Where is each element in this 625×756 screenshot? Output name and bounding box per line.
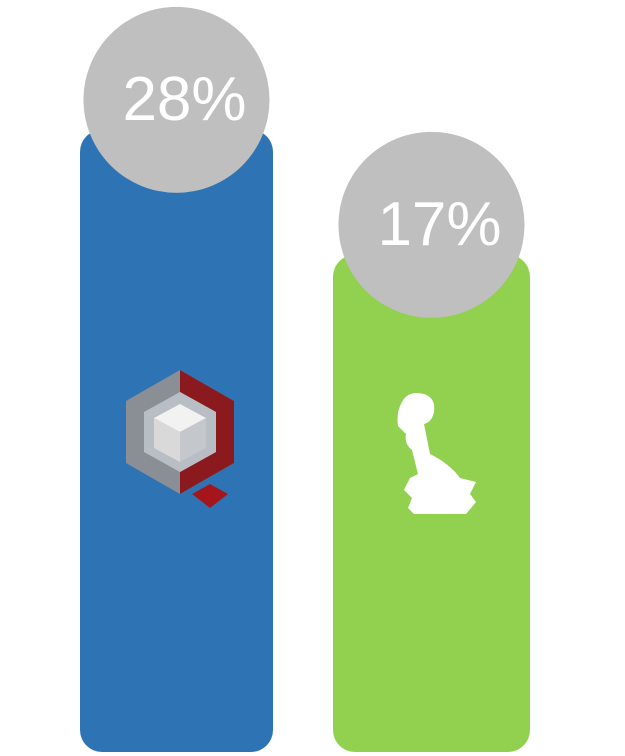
value-label: 28% (122, 65, 246, 134)
value-bubble (338, 131, 525, 318)
joystick-icon (397, 393, 476, 514)
cube-icon (126, 370, 234, 508)
value-label: 17% (377, 190, 501, 259)
icons (126, 370, 476, 514)
value-bubble (83, 6, 270, 193)
labels: 28% 17% (83, 6, 525, 318)
